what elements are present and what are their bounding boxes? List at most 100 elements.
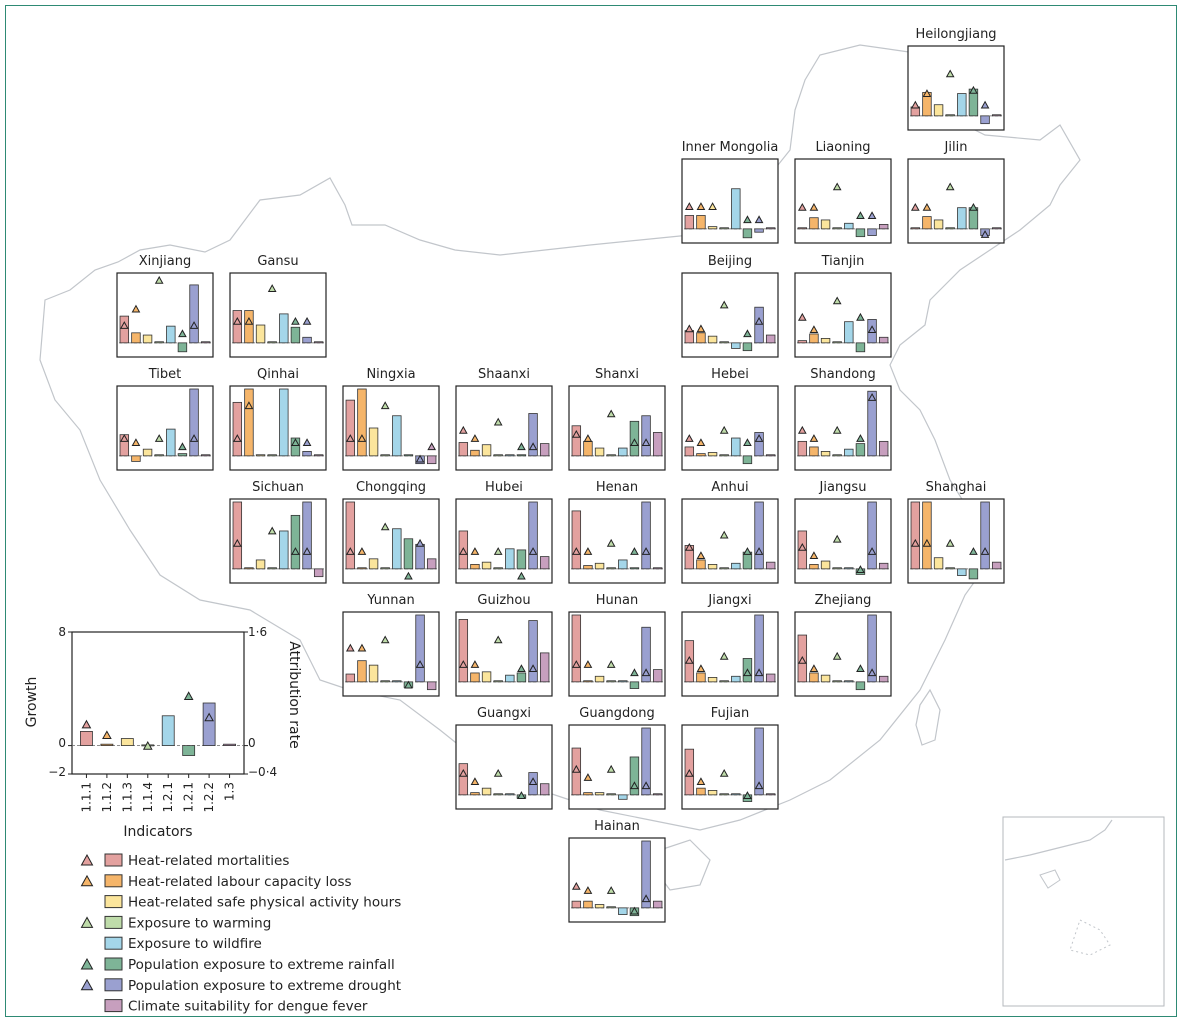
province-panel-guizhou: Guizhou [455, 593, 553, 697]
province-panel-zhejiang: Zhejiang [794, 593, 892, 697]
bar-1.1.3 [481, 561, 492, 570]
bar-1.1.4 [267, 454, 277, 457]
triangle-1.1.2 [809, 202, 819, 211]
bar-1.2.1 [742, 228, 753, 239]
bar-1.1.2 [922, 216, 932, 230]
bar-1.2.1 [290, 326, 301, 344]
bar-1.1.1 [684, 215, 695, 230]
bar-1.1.3 [820, 450, 831, 457]
bar-1.3 [539, 783, 550, 796]
triangle-1.2.2 [641, 894, 651, 903]
triangle-1.2.2 [302, 547, 312, 555]
triangle-1.1.1 [684, 542, 694, 551]
bar-1.1.2 [583, 440, 593, 457]
province-name: Anhui [711, 480, 748, 495]
triangle-1.1.4 [719, 651, 729, 660]
triangle-1.1.1 [684, 434, 694, 442]
province-name: Tibet [148, 367, 182, 382]
bar-1.2.1 [731, 342, 741, 349]
triangle-1.1.2 [470, 660, 480, 668]
triangle-1.1.2 [922, 538, 932, 547]
bar-1.3 [765, 454, 776, 457]
triangle-1.1.4 [945, 538, 955, 547]
triangle-1.1.2 [696, 777, 706, 786]
bar-1.2.1 [177, 453, 188, 457]
bar-1.1.2 [583, 792, 593, 796]
south-china-sea-inset [1002, 816, 1165, 1007]
triangle-1.2.1 [856, 434, 865, 442]
legend-swatch-5 [104, 936, 123, 950]
triangle-1.1.1 [910, 100, 920, 109]
bar-1.3 [652, 669, 663, 683]
bar-1.1.3 [707, 226, 718, 230]
triangle-1.1.4 [380, 522, 390, 531]
bar-1.1.2 [470, 449, 480, 457]
bar-1.1.3 [594, 562, 605, 570]
province-name: Henan [596, 480, 638, 495]
bar-1.2.1 [516, 672, 527, 683]
bar-1.1.2 [696, 453, 706, 457]
province-name: Shanxi [595, 367, 639, 382]
bar-1.1.4 [719, 341, 729, 344]
bar-1.1.4 [832, 454, 842, 457]
bar-1.2.1 [855, 342, 866, 353]
triangle-1.2.2 [754, 547, 764, 555]
bar-1.2.1 [968, 207, 979, 230]
national-triangle-1.1.4 [142, 740, 153, 750]
bar-1.3 [878, 562, 889, 570]
triangle-1.1.4 [832, 425, 842, 434]
bar-1.1.3 [933, 219, 944, 230]
bar-1.2.2 [641, 626, 651, 683]
triangle-1.2.1 [856, 565, 865, 573]
bar-1.2.2 [189, 284, 199, 344]
province-panel-hebei: Hebei [681, 367, 779, 471]
triangle-1.1.2 [357, 547, 367, 555]
province-name: Guangxi [477, 706, 531, 721]
bar-1.1.2 [357, 388, 367, 457]
triangle-1.1.1 [797, 312, 807, 321]
bar-1.2.1 [505, 674, 515, 683]
province-panel-anhui: Anhui [681, 480, 779, 584]
province-panel-shandong: Shandong [794, 367, 892, 471]
bar-1.2.2 [415, 614, 425, 683]
bar-1.2.1 [844, 680, 854, 683]
province-name: Tianjin [821, 254, 865, 269]
province-panel-shanxi: Shanxi [568, 367, 666, 471]
national-bar-1.1.1 [80, 731, 93, 747]
province-name: Inner Mongolia [682, 140, 779, 155]
province-name: Liaoning [815, 140, 870, 155]
bar-1.1.3 [481, 444, 492, 457]
triangle-1.1.1 [571, 660, 581, 668]
bar-1.3 [313, 568, 324, 578]
right-axis-tick-top: 1·6 [248, 625, 267, 639]
triangle-1.1.4 [832, 182, 842, 191]
national-bar-1.1.3 [120, 738, 134, 746]
bar-1.1.3 [707, 564, 718, 570]
triangle-1.2.2 [528, 547, 538, 555]
legend-label-7: Population exposure to extreme drought [128, 978, 401, 994]
bar-1.2.1 [505, 454, 515, 457]
panel-frame [794, 272, 892, 358]
bar-1.1.1 [571, 510, 582, 570]
triangle-1.1.1 [910, 538, 920, 547]
bar-1.2.2 [189, 388, 199, 457]
bar-1.2.2 [867, 501, 877, 570]
bar-1.3 [765, 227, 776, 230]
bar-1.1.3 [820, 674, 831, 683]
province-name: Sichuan [252, 480, 304, 495]
triangle-1.2.2 [189, 434, 199, 442]
national-triangle-1.1.1 [81, 719, 92, 729]
bar-1.1.3 [933, 557, 944, 570]
national-bar-1.2.1 [182, 745, 196, 756]
bar-1.1.2 [244, 567, 254, 570]
province-name: Ningxia [366, 367, 415, 382]
province-name: Guangdong [579, 706, 654, 721]
bar-1.1.4 [832, 567, 842, 570]
national-triangle-1.1.2 [102, 730, 112, 740]
bar-1.1.3 [707, 790, 718, 796]
bar-1.2.1 [618, 794, 628, 800]
triangle-1.1.2 [583, 547, 593, 555]
bar-1.2.1 [505, 548, 515, 570]
bar-1.2.2 [754, 432, 764, 457]
